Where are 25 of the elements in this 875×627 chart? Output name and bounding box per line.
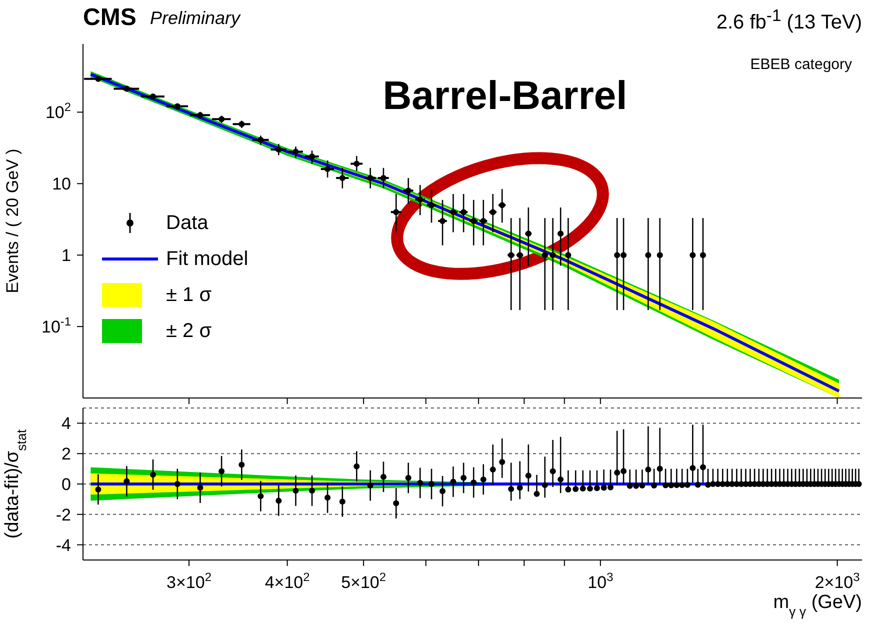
y-axis-title: Events / ( 20 GeV ) <box>3 148 22 294</box>
x-tick-label: 10$^{3}$ <box>588 570 614 592</box>
chart-title: CMS <box>83 4 136 32</box>
legend-label: Fit model <box>166 248 248 270</box>
y-tick-label: 0 <box>62 475 71 494</box>
y-tick-label: 10$^{2}$ <box>45 100 72 122</box>
annotation: EBEB category <box>749 56 852 73</box>
y-tick-label: 4 <box>62 414 71 434</box>
x-tick-label: 5×10$^{2}$ <box>341 570 386 592</box>
y-tick-label: -4 <box>56 536 71 555</box>
legend-label: ± 1 σ <box>166 284 212 306</box>
text: 2.6 fb$^{-1}$ (13 TeV) <box>715 6 862 35</box>
y-tick-label: 10 <box>52 174 71 194</box>
x-tick-label: 3×10$^{2}$ <box>166 570 212 592</box>
y-tick-label: 1 <box>62 246 71 266</box>
y-tick-label: -2 <box>56 505 71 524</box>
legend-label: Data <box>166 212 208 234</box>
chart-subtitle: Preliminary <box>150 8 240 29</box>
annotation: Barrel-Barrel <box>382 74 628 119</box>
x-tick-label: 2×10$^{3}$ <box>814 570 860 592</box>
legend-label: ± 2 σ <box>166 320 212 342</box>
y-tick-label: 2 <box>62 444 71 464</box>
y-tick-label: 10$^{-1}$ <box>42 314 72 337</box>
x-axis-title: m$_{γ γ}$ (GeV) <box>773 592 862 618</box>
x-tick-label: 4×10$^{2}$ <box>264 570 310 592</box>
